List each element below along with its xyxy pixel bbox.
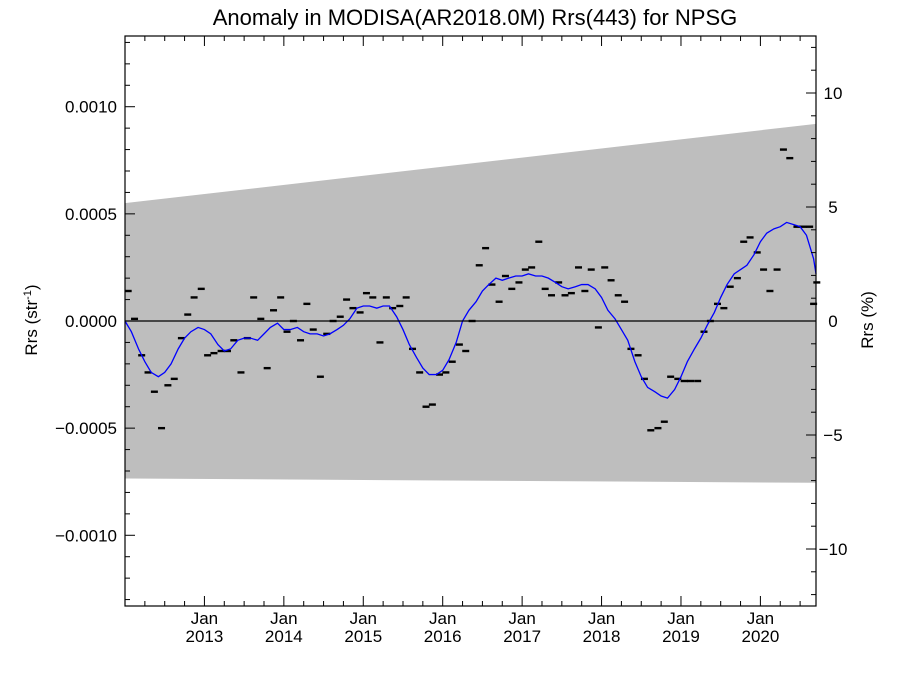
x-tick-label-month: Jan <box>191 609 218 628</box>
axis-ticks <box>124 36 816 606</box>
y-right-tick-label: −10 <box>819 540 848 559</box>
uncertainty-band <box>125 123 816 483</box>
x-tick-label-month: Jan <box>508 609 535 628</box>
y-axis-right-tick-labels: 10 5 0 −5 −10 <box>819 84 848 559</box>
x-tick-label-month: Jan <box>747 609 774 628</box>
y-left-tick-label: 0.0000 <box>65 312 117 331</box>
y-left-tick-label: 0.0005 <box>65 205 117 224</box>
x-tick-label-year: 2017 <box>503 627 541 646</box>
y-axis-left-label: Rrs (str-1) <box>22 284 41 355</box>
y-right-tick-label: 10 <box>824 84 843 103</box>
y-left-tick-label: 0.0010 <box>65 98 117 117</box>
x-tick-label-year: 2014 <box>265 627 303 646</box>
x-tick-label-year: 2016 <box>424 627 462 646</box>
x-tick-label-year: 2015 <box>344 627 382 646</box>
x-tick-label-year: 2019 <box>662 627 700 646</box>
x-axis-tick-labels: Jan2013Jan2014Jan2015Jan2016Jan2017Jan20… <box>186 609 780 646</box>
x-tick-label-month: Jan <box>588 609 615 628</box>
x-tick-label-month: Jan <box>667 609 694 628</box>
y-left-tick-label: −0.0010 <box>55 526 117 545</box>
y-axis-left-tick-labels: 0.0010 0.0005 0.0000 −0.0005 −0.0010 <box>55 98 117 546</box>
x-tick-label-year: 2020 <box>741 627 779 646</box>
x-tick-label-month: Jan <box>270 609 297 628</box>
y-right-tick-label: −5 <box>823 426 842 445</box>
y-left-tick-label: −0.0005 <box>55 419 117 438</box>
x-tick-label-year: 2013 <box>186 627 224 646</box>
x-tick-label-year: 2018 <box>583 627 621 646</box>
monthly-anomaly-points <box>124 148 821 432</box>
y-right-tick-label: 5 <box>828 198 837 217</box>
y-axis-right-label: Rrs (%) <box>858 291 877 349</box>
x-tick-label-month: Jan <box>429 609 456 628</box>
smoothed-anomaly-line <box>124 221 817 399</box>
x-tick-label-month: Jan <box>350 609 377 628</box>
chart-title: Anomaly in MODISA(AR2018.0M) Rrs(443) fo… <box>213 5 738 30</box>
y-right-tick-label: 0 <box>828 312 837 331</box>
plot-area <box>124 35 821 607</box>
